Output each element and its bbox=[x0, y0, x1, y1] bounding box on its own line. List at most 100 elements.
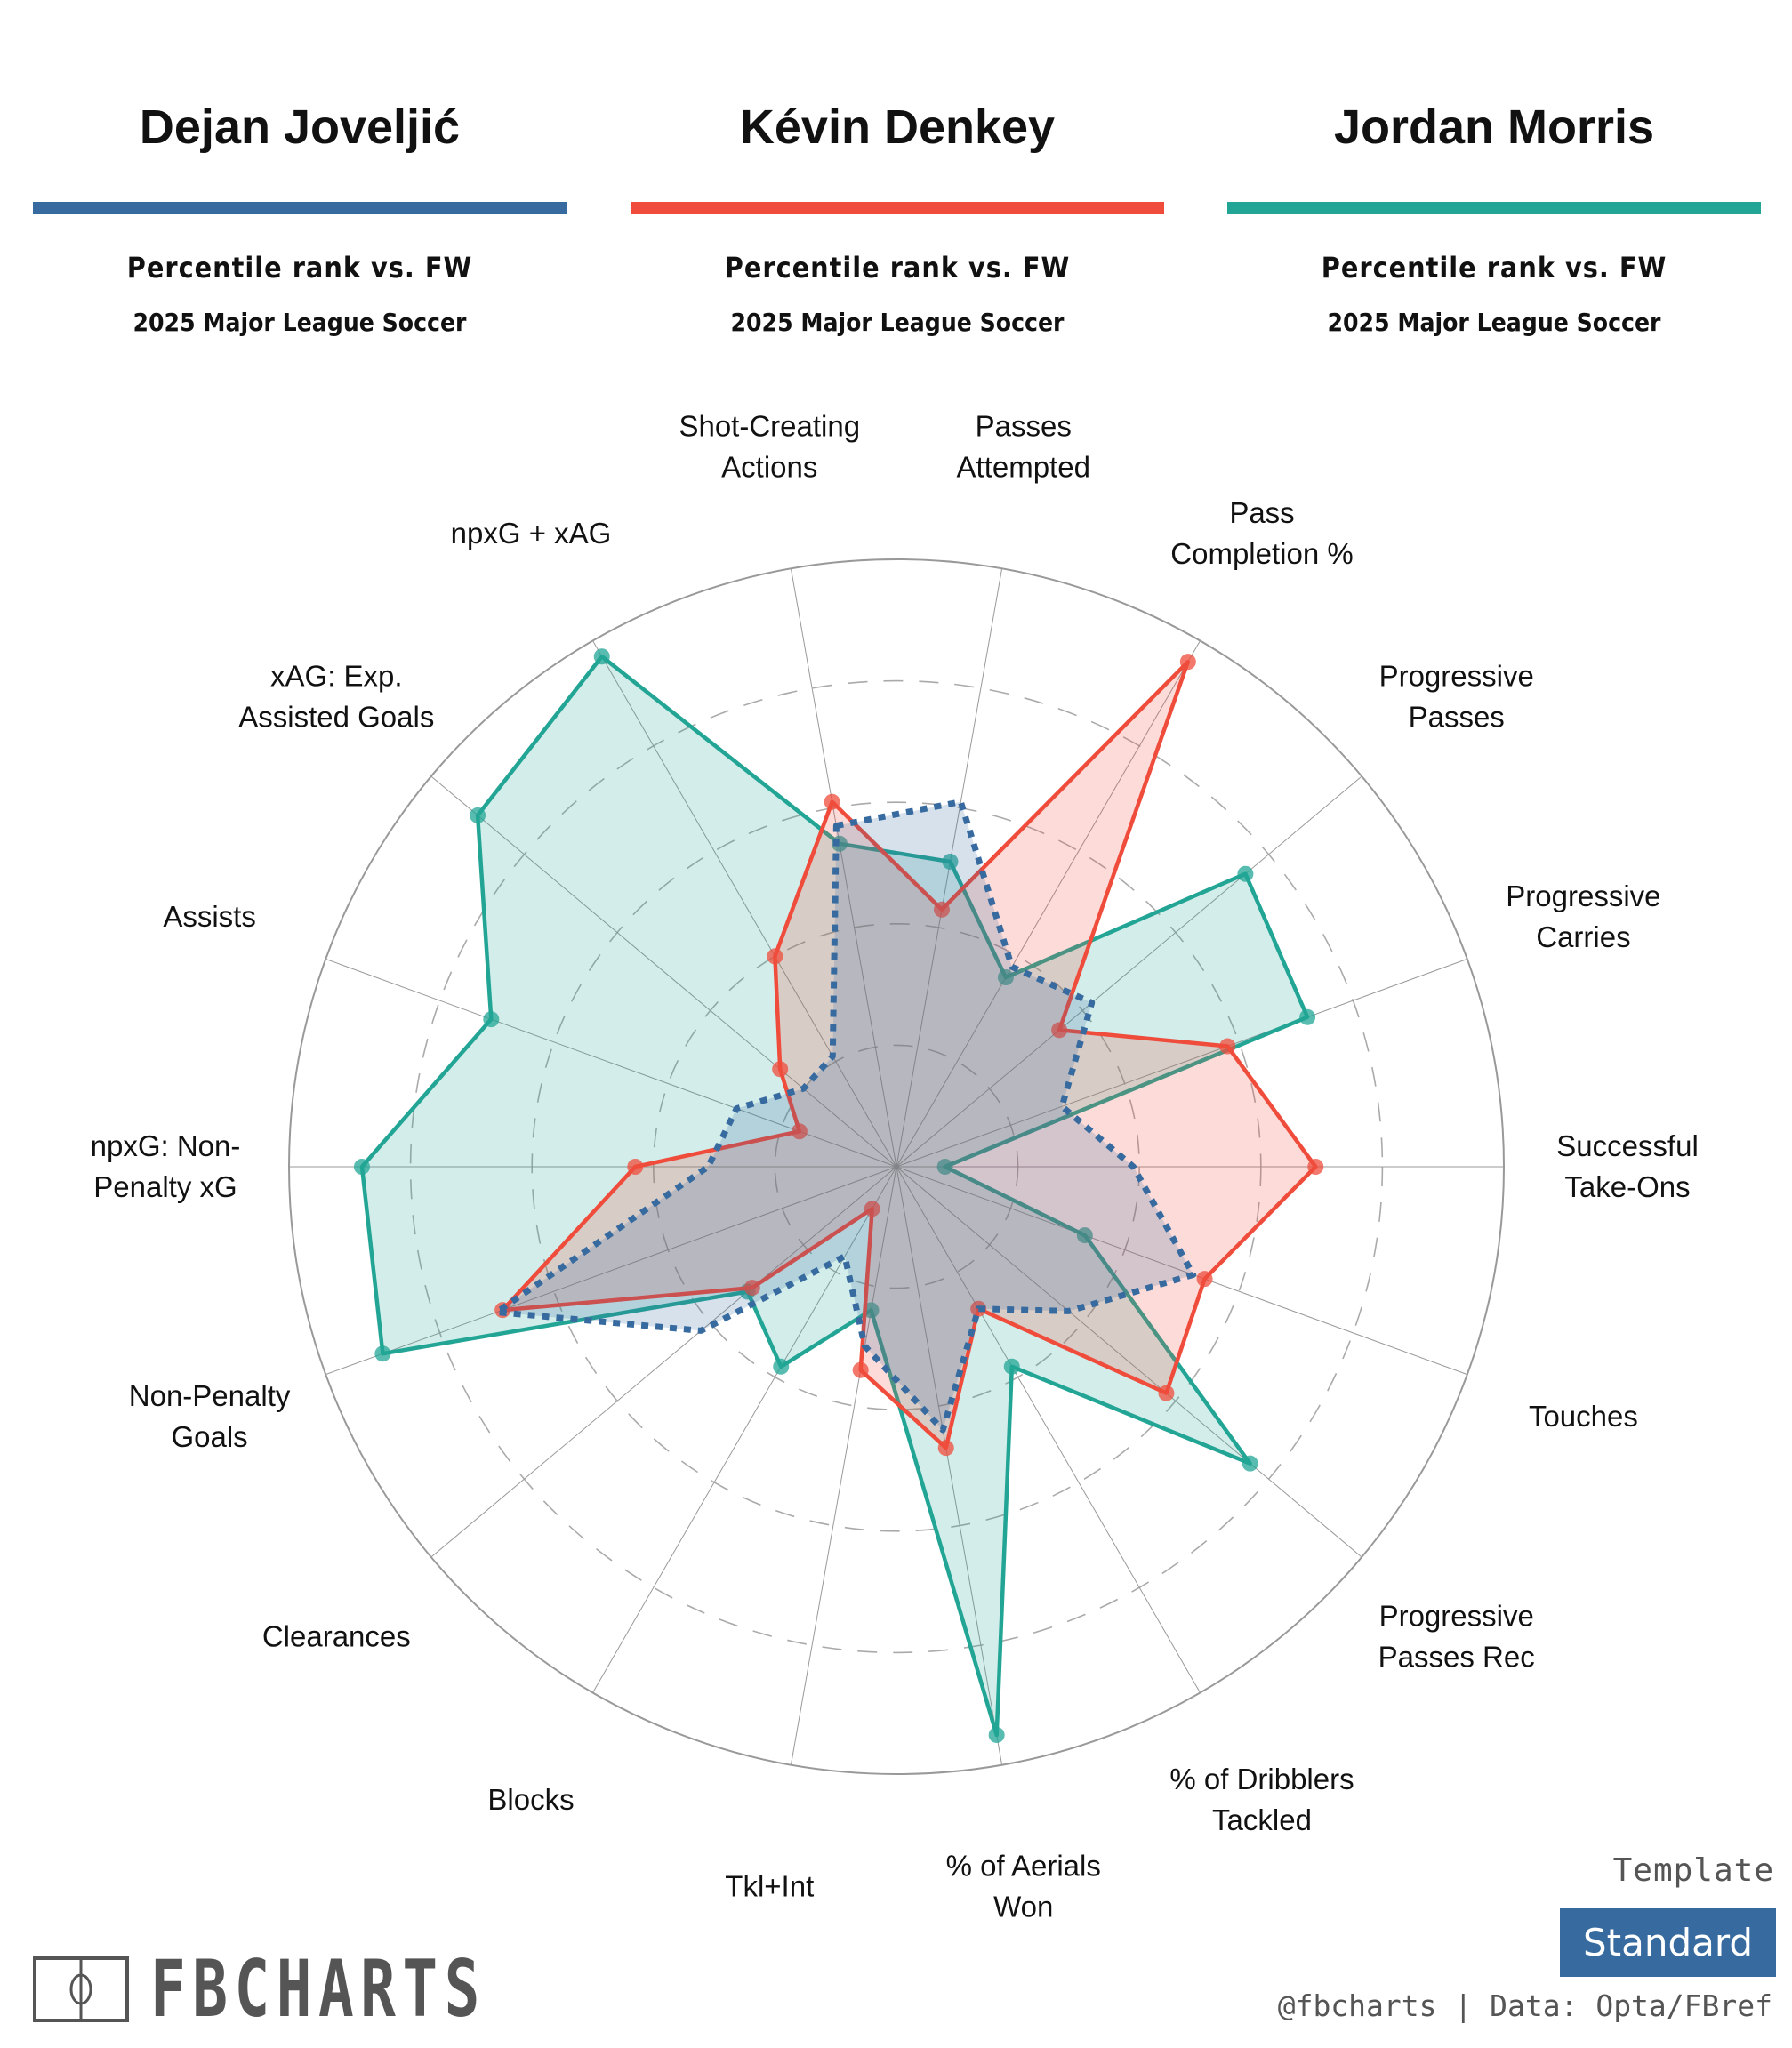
player-subtitle: Percentile rank vs. FW bbox=[1321, 251, 1667, 285]
axis-label-line: Assisted Goals bbox=[238, 701, 434, 734]
data-point bbox=[937, 1440, 954, 1457]
data-point bbox=[988, 1726, 1005, 1743]
axis-label-line: Passes Rec bbox=[1378, 1640, 1535, 1673]
data-point bbox=[824, 793, 840, 810]
radar-grid bbox=[288, 558, 1505, 1775]
axis-label-line: Blocks bbox=[487, 1783, 574, 1816]
player-color-bar bbox=[1227, 202, 1761, 214]
axis-labels: Shot-Creating Actions Passes Attempted Pass C… bbox=[91, 409, 1699, 1923]
axis-label-line: Assists bbox=[163, 900, 256, 933]
data-point bbox=[627, 1159, 644, 1175]
data-point bbox=[1158, 1385, 1175, 1401]
series-area bbox=[362, 656, 1308, 1736]
axis-label: npxG + xAG bbox=[451, 517, 612, 550]
data-point bbox=[1179, 654, 1196, 671]
axis-label-line: Progressive bbox=[1379, 1599, 1534, 1632]
player-name: Kévin Denkey bbox=[739, 100, 1056, 154]
data-point bbox=[1003, 1358, 1020, 1375]
data-point bbox=[1299, 1008, 1316, 1025]
axis-line bbox=[896, 640, 1201, 1168]
axis-label-line: Successful bbox=[1556, 1129, 1699, 1162]
axis-label: Blocks bbox=[487, 1783, 574, 1816]
pitch-icon bbox=[33, 1956, 129, 2022]
data-point bbox=[773, 1358, 790, 1375]
data-point bbox=[470, 807, 486, 823]
axis-label: Shot-Creating Actions bbox=[679, 409, 860, 483]
axis-label: npxG: Non- Penalty xG bbox=[91, 1129, 241, 1203]
axis-label: Pass Completion % bbox=[1170, 496, 1353, 570]
axis-label: Clearances bbox=[262, 1619, 411, 1652]
data-point bbox=[1242, 1455, 1258, 1472]
data-point bbox=[743, 1280, 760, 1297]
axis-label: % of Aerials Won bbox=[946, 1850, 1101, 1924]
axis-line bbox=[430, 775, 897, 1168]
axis-label-line: % of Aerials bbox=[946, 1850, 1101, 1883]
axis-label-line: Take-Ons bbox=[1564, 1170, 1690, 1203]
axis-label-line: Tackled bbox=[1212, 1803, 1312, 1836]
axis-label-line: Shot-Creating bbox=[679, 409, 860, 442]
data-point bbox=[767, 948, 783, 965]
data-point bbox=[864, 1201, 880, 1217]
axis-label-line: Attempted bbox=[957, 450, 1090, 483]
axis-label-line: Goals bbox=[171, 1420, 247, 1453]
axis-label: Touches bbox=[1529, 1400, 1638, 1433]
player-competition: 2025 Major League Soccer bbox=[1327, 308, 1661, 337]
axis-label-line: Passes bbox=[976, 409, 1072, 442]
axis-label: Progressive Passes bbox=[1379, 660, 1534, 734]
axis-label-line: Touches bbox=[1529, 1400, 1638, 1433]
data-point bbox=[593, 648, 610, 665]
data-credit: @fbcharts | Data: Opta/FBref bbox=[1277, 1988, 1772, 2023]
data-point bbox=[483, 1011, 500, 1028]
data-point bbox=[1219, 1038, 1236, 1055]
data-point bbox=[852, 1361, 869, 1378]
axis-line bbox=[790, 1166, 897, 1765]
series-area bbox=[502, 662, 1316, 1449]
axis-label-line: Won bbox=[993, 1891, 1053, 1924]
axis-line bbox=[896, 1166, 1003, 1765]
axis-line bbox=[896, 1166, 1362, 1558]
player-competition: 2025 Major League Soccer bbox=[730, 308, 1065, 337]
axis-label-line: % of Dribblers bbox=[1169, 1763, 1354, 1795]
axis-label-line: Carries bbox=[1536, 920, 1630, 953]
data-point bbox=[1076, 1227, 1093, 1244]
axis-label: Passes Attempted bbox=[957, 409, 1090, 483]
series-area bbox=[496, 801, 1193, 1430]
template-label: Template bbox=[1612, 1852, 1774, 1889]
template-badge: Standard bbox=[1560, 1908, 1776, 1977]
axis-line bbox=[430, 1166, 897, 1558]
data-point bbox=[1307, 1159, 1324, 1175]
data-point bbox=[1051, 1022, 1068, 1039]
axis-label: Successful Take-Ons bbox=[1556, 1129, 1699, 1203]
data-point bbox=[933, 901, 950, 918]
axis-line bbox=[325, 1166, 897, 1376]
data-point bbox=[936, 1159, 953, 1175]
radar-series bbox=[353, 648, 1324, 1743]
data-point bbox=[997, 969, 1014, 986]
player-subtitle: Percentile rank vs. FW bbox=[724, 251, 1071, 285]
axis-label-line: Progressive bbox=[1506, 879, 1660, 912]
axis-label-line: Clearances bbox=[262, 1619, 411, 1652]
axis-label: % of Dribblers Tackled bbox=[1169, 1763, 1354, 1836]
series-line bbox=[494, 799, 1197, 1434]
axis-label: Non-Penalty Goals bbox=[129, 1379, 291, 1453]
data-point bbox=[942, 853, 959, 870]
axis-line bbox=[592, 640, 897, 1168]
axis-label-line: Pass bbox=[1229, 496, 1294, 529]
data-point bbox=[1237, 865, 1254, 882]
axis-label: Progressive Passes Rec bbox=[1378, 1599, 1535, 1673]
data-point bbox=[1196, 1271, 1213, 1288]
data-point bbox=[772, 1061, 789, 1078]
axis-label-line: Tkl+Int bbox=[725, 1870, 814, 1903]
logo-text: FBCHARTS bbox=[150, 1943, 486, 2035]
axis-label-line: npxG + xAG bbox=[451, 517, 612, 550]
axis-label-line: npxG: Non- bbox=[91, 1129, 241, 1162]
fbcharts-logo: FBCHARTS bbox=[33, 1943, 599, 2035]
axis-label-line: Penalty xG bbox=[93, 1170, 237, 1203]
player-color-bar bbox=[631, 202, 1164, 214]
axis-label-line: Non-Penalty bbox=[129, 1379, 291, 1412]
axis-label-line: xAG: Exp. bbox=[270, 660, 403, 693]
axis-line bbox=[896, 958, 1467, 1168]
axis-label: xAG: Exp. Assisted Goals bbox=[238, 660, 434, 734]
axis-line bbox=[896, 775, 1362, 1168]
